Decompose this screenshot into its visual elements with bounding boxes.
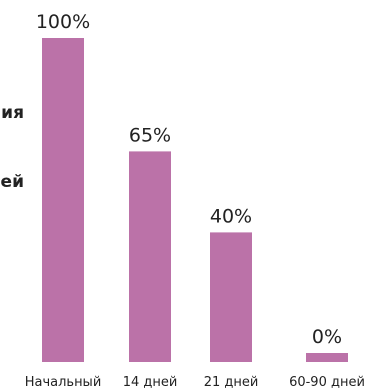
category-labels-group: Начальный 14 дней 21 дней 60-90 дней: [25, 375, 365, 390]
bar-1: [129, 151, 171, 362]
category-label-3: 60-90 дней: [289, 375, 365, 390]
bar-value-label-0: 100%: [36, 11, 90, 33]
bar-2: [210, 232, 252, 362]
bar-0: [42, 38, 84, 362]
category-label-1: 14 дней: [123, 375, 178, 390]
bar-value-label-2: 40%: [210, 205, 252, 227]
bar-3: [306, 353, 348, 362]
bars-group: [42, 38, 348, 362]
clipped-text-2: ей: [0, 172, 24, 192]
clipped-text-1: ия: [1, 103, 24, 123]
category-label-2: 21 дней: [204, 375, 259, 390]
bar-value-label-1: 65%: [129, 124, 171, 146]
value-labels-group: 100% 65% 40% 0%: [36, 11, 342, 348]
category-label-0: Начальный: [25, 375, 102, 390]
bar-value-label-3: 0%: [312, 326, 342, 348]
